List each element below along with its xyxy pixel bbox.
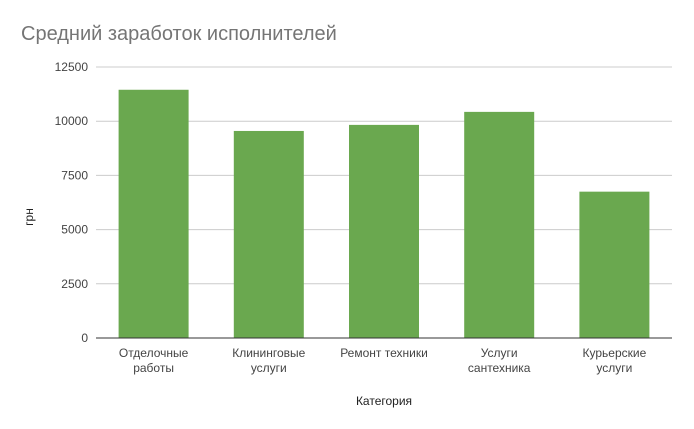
x-axis-ticks: Отделочные работы Клининговые услуги Ремонт … <box>119 346 647 375</box>
x-tick-label: Курьерские услуги <box>583 346 647 375</box>
chart-title: Средний заработок исполнителей <box>21 23 337 45</box>
bar <box>349 124 419 339</box>
y-tick-label: 7500 <box>61 168 88 182</box>
y-tick-label: 0 <box>81 331 88 345</box>
y-axis-ticks: 0 2500 5000 7500 10000 12500 <box>55 60 89 345</box>
x-tick-label: Ремонт техники <box>340 346 428 360</box>
y-tick-label: 5000 <box>61 223 88 237</box>
bar <box>118 89 189 338</box>
bar <box>464 111 535 339</box>
bars <box>118 89 650 339</box>
x-tick-label: Отделочные работы <box>119 346 189 375</box>
bar <box>579 191 650 338</box>
x-tick-label: Клининговые услуги <box>232 346 305 375</box>
bar <box>233 130 304 338</box>
x-tick-label: Услуги сантехника <box>468 346 531 375</box>
y-tick-label: 2500 <box>61 277 88 291</box>
y-axis-label: грн <box>22 208 36 226</box>
x-axis-label: Категория <box>356 394 412 408</box>
y-tick-label: 12500 <box>55 60 89 74</box>
y-tick-label: 10000 <box>55 114 89 128</box>
